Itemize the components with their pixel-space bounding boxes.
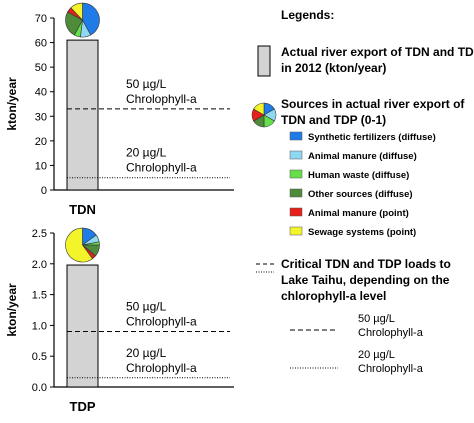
legend-pie-slice-6 — [253, 102, 265, 116]
legend-source-swatch-3 — [289, 169, 303, 179]
tdn-y-tick-label: 20 — [35, 136, 47, 148]
legend-source-swatch-2 — [289, 150, 303, 160]
legend-source-swatch-4 — [289, 188, 303, 198]
legend-source-swatch-6 — [289, 226, 303, 236]
legend-source-label-2: Animal manure (diffuse) — [308, 151, 417, 162]
tdp-pie-slice-6 — [65, 227, 93, 263]
tdn-critical-label-1-line1: 50 µg/L — [126, 77, 167, 91]
tdn-pie-slice-6 — [70, 2, 83, 21]
legend-critical-label-line1: Critical TDN and TDP loads to — [281, 257, 451, 271]
legend-title: Legends: — [281, 8, 334, 22]
legend-dashed-label-line1: 50 µg/L — [358, 313, 395, 325]
legend-source-label-5: Animal manure (point) — [308, 208, 409, 219]
legend-pie-label-line1: Sources in actual river export of — [281, 97, 465, 111]
tdn-bar — [66, 39, 99, 191]
tdn-y-tick-label: 50 — [35, 62, 47, 74]
legend-critical-label-line2: Lake Taihu, depending on the — [281, 273, 450, 287]
tdp-y-tick-label: 1.5 — [32, 290, 47, 302]
tdp-y-tick-label: 1.0 — [32, 320, 47, 332]
legend-bar-swatch — [257, 45, 271, 77]
tdn-y-axis-label: kton/year — [5, 77, 19, 131]
legend: Legends: Actual river export of TDN and … — [251, 8, 474, 375]
legend-bar-label-line2: in 2012 (kton/year) — [281, 61, 386, 75]
legend-pie-icon — [251, 102, 277, 128]
legend-source-label-6: Sewage systems (point) — [308, 227, 416, 238]
tdp-x-axis-label: TDP — [70, 399, 96, 414]
tdp-critical-label-2-line2: Chrolophyll-a — [126, 361, 197, 375]
tdn-x-axis-label: TDN — [69, 202, 96, 217]
legend-source-label-3: Human waste (diffuse) — [308, 170, 409, 181]
tdn-y-tick-label: 0 — [41, 185, 47, 197]
tdp-y-tick-label: 0.0 — [32, 382, 47, 394]
tdn-y-tick-label: 60 — [35, 38, 47, 50]
tdn-critical-label-2-line1: 20 µg/L — [126, 146, 167, 160]
tdp-y-tick-label: 2.5 — [32, 228, 47, 240]
tdn-y-tick-label: 40 — [35, 87, 47, 99]
legend-dotted-label-line1: 20 µg/L — [358, 349, 395, 361]
legend-sources: Synthetic fertilizers (diffuse) Animal ma… — [289, 131, 436, 238]
legend-critical-label-line3: chlorophyll-a level — [281, 289, 386, 303]
legend-bar-label-line1: Actual river export of TDN and TDP — [281, 45, 474, 59]
tdn-critical-label-1-line2: Chrolophyll-a — [126, 92, 197, 106]
legend-source-swatch-1 — [289, 131, 303, 141]
tdn-y-tick-label: 30 — [35, 111, 47, 123]
legend-pie-label-line2: TDN and TDP (0-1) — [281, 113, 386, 127]
tdp-bar — [66, 264, 99, 388]
legend-dotted-label-line2: Chrolophyll-a — [358, 363, 424, 375]
legend-source-swatch-5 — [289, 207, 303, 217]
tdp-critical-label-1-line1: 50 µg/L — [126, 300, 167, 314]
tdn-pie-slice-1 — [82, 2, 100, 36]
tdn-critical-label-2-line2: Chrolophyll-a — [126, 161, 197, 175]
tdp-critical-label-2-line1: 20 µg/L — [126, 346, 167, 360]
tdp-y-tick-label: 0.5 — [32, 351, 47, 363]
legend-source-label-4: Other sources (diffuse) — [308, 189, 413, 200]
tdp-critical-label-1-line2: Chrolophyll-a — [126, 315, 197, 329]
legend-source-label-1: Synthetic fertilizers (diffuse) — [308, 132, 436, 143]
tdn-y-tick-label: 70 — [35, 13, 47, 25]
tdp-y-tick-label: 2.0 — [32, 259, 47, 271]
legend-dashed-label-line2: Chrolophyll-a — [358, 327, 424, 339]
tdn-y-tick-label: 10 — [35, 160, 47, 172]
tdp-y-axis-label: kton/year — [5, 283, 19, 337]
